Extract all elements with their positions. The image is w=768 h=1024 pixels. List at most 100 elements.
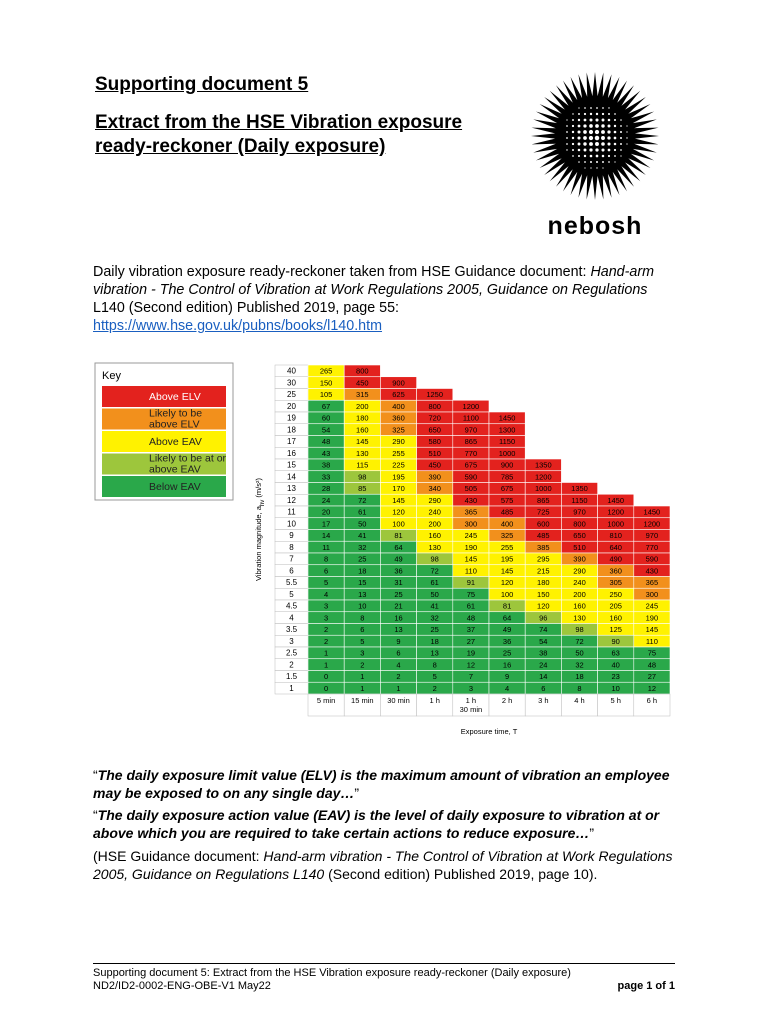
subtitle-line: ready-reckoner (Daily exposure) — [95, 136, 386, 157]
cell-value: 1 — [360, 672, 364, 681]
logo-burst — [531, 72, 659, 200]
cell-value: 61 — [431, 578, 439, 587]
logo-dot — [602, 161, 604, 163]
cell-value: 1200 — [463, 402, 480, 411]
magnitude-label: 11 — [287, 508, 296, 517]
logo-dot — [620, 125, 622, 127]
cell-value: 12 — [648, 684, 656, 693]
cell-value: 91 — [467, 578, 475, 587]
logo-dot — [584, 167, 586, 169]
logo-dot — [614, 113, 616, 115]
cell-value: 16 — [394, 613, 402, 622]
logo-dot — [583, 148, 587, 152]
magnitude-label: 1.5 — [286, 672, 298, 681]
cell-value: 9 — [505, 672, 509, 681]
cell-value: 385 — [537, 543, 550, 552]
quote-mark: “ — [93, 767, 98, 783]
cell-value: 4 — [396, 660, 400, 669]
magnitude-label: 20 — [287, 402, 296, 411]
magnitude-label: 3 — [289, 637, 294, 646]
cell-value: 100 — [392, 519, 405, 528]
logo-dot — [589, 118, 593, 122]
page-number: page 1 of 1 — [617, 980, 675, 992]
cell-value: 13 — [358, 590, 366, 599]
key-label-line: above ELV — [149, 419, 200, 431]
cell-value: 18 — [431, 637, 439, 646]
cell-value: 650 — [428, 425, 441, 434]
cell-value: 33 — [322, 472, 330, 481]
cell-value: 2 — [324, 637, 328, 646]
logo-dot — [601, 154, 605, 158]
cell-value: 195 — [392, 472, 405, 481]
logo-dot — [571, 142, 575, 146]
cell-value: 54 — [539, 637, 547, 646]
logo-dot — [613, 118, 617, 122]
cell-value: 225 — [392, 461, 405, 470]
cell-value: 90 — [612, 637, 620, 646]
cell-value: 24 — [322, 496, 330, 505]
key-label: Above ELV — [149, 391, 201, 403]
cell-value: 1200 — [607, 508, 624, 517]
logo-dot — [583, 130, 587, 134]
magnitude-label: 7 — [289, 555, 294, 564]
cell-value: 25 — [503, 649, 511, 658]
cell-value: 970 — [646, 531, 659, 540]
cell-value: 150 — [320, 378, 333, 387]
magnitude-label: 40 — [287, 367, 296, 376]
magnitude-label: 19 — [287, 414, 296, 423]
cell-value: 120 — [537, 602, 550, 611]
logo-text: nebosh — [548, 212, 643, 240]
cell-value: 98 — [575, 625, 583, 634]
logo-dot — [566, 137, 568, 139]
logo-dot — [572, 155, 574, 157]
quote: “The daily exposure action value (EAV) i… — [93, 806, 683, 842]
cell-value: 290 — [392, 437, 405, 446]
cell-value: 195 — [501, 555, 514, 564]
cell-value: 240 — [428, 508, 441, 517]
cell-value: 580 — [428, 437, 441, 446]
cell-value: 650 — [573, 531, 586, 540]
logo: nebosh — [531, 72, 659, 240]
key-label: Above EAV — [149, 436, 202, 448]
cell-value: 1350 — [535, 461, 552, 470]
logo-dot — [602, 167, 604, 169]
logo-dot — [566, 119, 568, 121]
intro-rest: L140 (Second edition) Published 2019, pa… — [93, 300, 400, 316]
column-label: 30 min — [387, 696, 410, 705]
magnitude-label: 30 — [287, 378, 296, 387]
cell-value: 5 — [324, 578, 328, 587]
logo-dot — [620, 149, 622, 151]
cell-value: 180 — [356, 414, 369, 423]
footer-line: Supporting document 5: Extract from the … — [93, 967, 571, 979]
logo-dot — [607, 154, 611, 158]
cell-value: 190 — [646, 613, 659, 622]
cell-value: 325 — [392, 425, 405, 434]
y-axis-label-part: (m/s²) — [254, 478, 263, 500]
cell-value: 265 — [320, 367, 333, 376]
intro: Daily vibration exposure ready-reckoner … — [93, 263, 683, 335]
cell-value: 5 — [360, 637, 364, 646]
logo-dot — [589, 124, 593, 128]
magnitude-label: 18 — [287, 425, 296, 434]
cell-value: 160 — [428, 531, 441, 540]
cell-value: 25 — [394, 590, 402, 599]
logo-dot — [566, 149, 568, 151]
cell-value: 64 — [394, 543, 402, 552]
logo-dot — [577, 148, 581, 152]
footer-line: ND2/ID2-0002-ENG-OBE-V1 May22 — [93, 980, 271, 992]
link[interactable]: https://www.hse.gov.uk/pubns/books/l140.… — [93, 318, 383, 334]
logo-dot — [607, 136, 611, 140]
magnitude-label: 25 — [287, 390, 296, 399]
cell-value: 67 — [322, 402, 330, 411]
magnitude-label: 5.5 — [286, 578, 298, 587]
column-label: 2 h — [502, 696, 512, 705]
quote: “The daily exposure limit value (ELV) is… — [93, 766, 683, 802]
cell-value: 120 — [501, 578, 514, 587]
magnitude-label: 6 — [289, 566, 294, 575]
cell-value: 64 — [503, 613, 511, 622]
cell-value: 430 — [465, 496, 478, 505]
cell-value: 13 — [431, 649, 439, 658]
logo-dot — [571, 124, 575, 128]
cell-value: 50 — [575, 649, 583, 658]
logo-dot — [577, 136, 581, 140]
